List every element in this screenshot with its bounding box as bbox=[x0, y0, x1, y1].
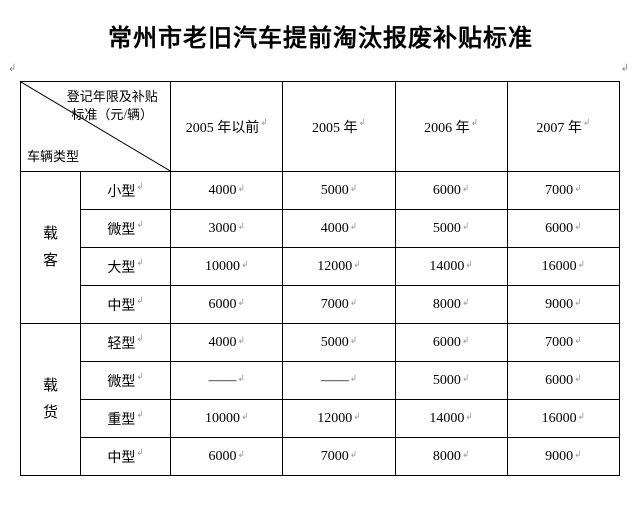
group-cell: 载货 bbox=[21, 324, 81, 476]
table-row: 中型↲6000↲7000↲8000↲9000↲ bbox=[21, 438, 620, 476]
value-cell: 14000↲ bbox=[395, 400, 507, 438]
table-row: 大型↲10000↲12000↲14000↲16000↲ bbox=[21, 248, 620, 286]
table-header-row: 登记年限及补贴标准（元/辆） 车辆类型 2005 年以前↲ 2005 年↲ 20… bbox=[21, 82, 620, 172]
diagonal-header: 登记年限及补贴标准（元/辆） 车辆类型 bbox=[21, 82, 171, 172]
value-cell: 7000↲ bbox=[507, 172, 619, 210]
col-header: 2005 年↲ bbox=[283, 82, 395, 172]
col-header: 2006 年↲ bbox=[395, 82, 507, 172]
table-row: 微型↲3000↲4000↲5000↲6000↲ bbox=[21, 210, 620, 248]
value-cell: ——↲ bbox=[283, 362, 395, 400]
table-row: 重型↲10000↲12000↲14000↲16000↲ bbox=[21, 400, 620, 438]
value-cell: 16000↲ bbox=[507, 400, 619, 438]
spacer: ↲ ↲ bbox=[0, 63, 641, 81]
table-container: 登记年限及补贴标准（元/辆） 车辆类型 2005 年以前↲ 2005 年↲ 20… bbox=[0, 81, 641, 476]
paragraph-mark: ↲ bbox=[8, 63, 16, 74]
value-cell: 12000↲ bbox=[283, 400, 395, 438]
value-cell: 7000↲ bbox=[283, 286, 395, 324]
col-header: 2005 年以前↲ bbox=[171, 82, 283, 172]
value-cell: 6000↲ bbox=[395, 324, 507, 362]
value-cell: 5000↲ bbox=[283, 324, 395, 362]
value-cell: 7000↲ bbox=[283, 438, 395, 476]
value-cell: 12000↲ bbox=[283, 248, 395, 286]
value-cell: 7000↲ bbox=[507, 324, 619, 362]
value-cell: 10000↲ bbox=[171, 248, 283, 286]
col-header: 2007 年↲ bbox=[507, 82, 619, 172]
value-cell: 6000↲ bbox=[171, 438, 283, 476]
value-cell: 16000↲ bbox=[507, 248, 619, 286]
value-cell: 5000↲ bbox=[395, 210, 507, 248]
type-cell: 中型↲ bbox=[81, 438, 171, 476]
header-type-label: 车辆类型 bbox=[27, 146, 79, 165]
type-cell: 大型↲ bbox=[81, 248, 171, 286]
type-cell: 小型↲ bbox=[81, 172, 171, 210]
value-cell: 5000↲ bbox=[283, 172, 395, 210]
value-cell: 6000↲ bbox=[507, 362, 619, 400]
value-cell: 5000↲ bbox=[395, 362, 507, 400]
table-row: 中型↲6000↲7000↲8000↲9000↲ bbox=[21, 286, 620, 324]
type-cell: 轻型↲ bbox=[81, 324, 171, 362]
table-row: 载客小型↲4000↲5000↲6000↲7000↲ bbox=[21, 172, 620, 210]
value-cell: 4000↲ bbox=[283, 210, 395, 248]
header-year-label: 登记年限及补贴标准（元/辆） bbox=[62, 88, 162, 124]
subsidy-table: 登记年限及补贴标准（元/辆） 车辆类型 2005 年以前↲ 2005 年↲ 20… bbox=[20, 81, 620, 476]
page-title: 常州市老旧汽车提前淘汰报废补贴标准 bbox=[0, 0, 641, 63]
value-cell: 3000↲ bbox=[171, 210, 283, 248]
type-cell: 微型↲ bbox=[81, 362, 171, 400]
type-cell: 中型↲ bbox=[81, 286, 171, 324]
value-cell: 4000↲ bbox=[171, 324, 283, 362]
value-cell: 9000↲ bbox=[507, 286, 619, 324]
value-cell: 6000↲ bbox=[507, 210, 619, 248]
value-cell: 6000↲ bbox=[171, 286, 283, 324]
paragraph-mark: ↲ bbox=[621, 63, 629, 74]
type-cell: 重型↲ bbox=[81, 400, 171, 438]
value-cell: 6000↲ bbox=[395, 172, 507, 210]
table-row: 微型↲——↲——↲5000↲6000↲ bbox=[21, 362, 620, 400]
value-cell: 9000↲ bbox=[507, 438, 619, 476]
table-row: 载货轻型↲4000↲5000↲6000↲7000↲ bbox=[21, 324, 620, 362]
value-cell: 14000↲ bbox=[395, 248, 507, 286]
value-cell: ——↲ bbox=[171, 362, 283, 400]
value-cell: 8000↲ bbox=[395, 286, 507, 324]
value-cell: 4000↲ bbox=[171, 172, 283, 210]
group-cell: 载客 bbox=[21, 172, 81, 324]
value-cell: 10000↲ bbox=[171, 400, 283, 438]
value-cell: 8000↲ bbox=[395, 438, 507, 476]
type-cell: 微型↲ bbox=[81, 210, 171, 248]
